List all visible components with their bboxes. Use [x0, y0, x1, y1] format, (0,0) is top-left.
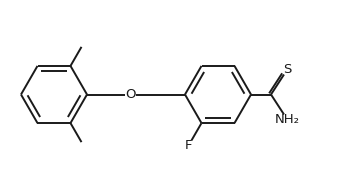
Text: S: S [283, 63, 291, 76]
Text: NH₂: NH₂ [274, 113, 300, 126]
Text: O: O [125, 88, 135, 101]
Text: F: F [185, 139, 192, 152]
